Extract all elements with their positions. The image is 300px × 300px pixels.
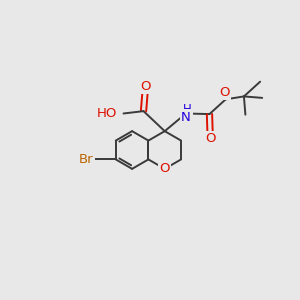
Text: O: O xyxy=(140,80,151,93)
Text: O: O xyxy=(219,86,230,99)
Text: O: O xyxy=(206,132,216,145)
Text: O: O xyxy=(160,162,170,175)
Text: N: N xyxy=(181,110,191,124)
Text: HO: HO xyxy=(97,107,117,120)
Text: H: H xyxy=(183,103,192,116)
Text: Br: Br xyxy=(79,153,94,166)
